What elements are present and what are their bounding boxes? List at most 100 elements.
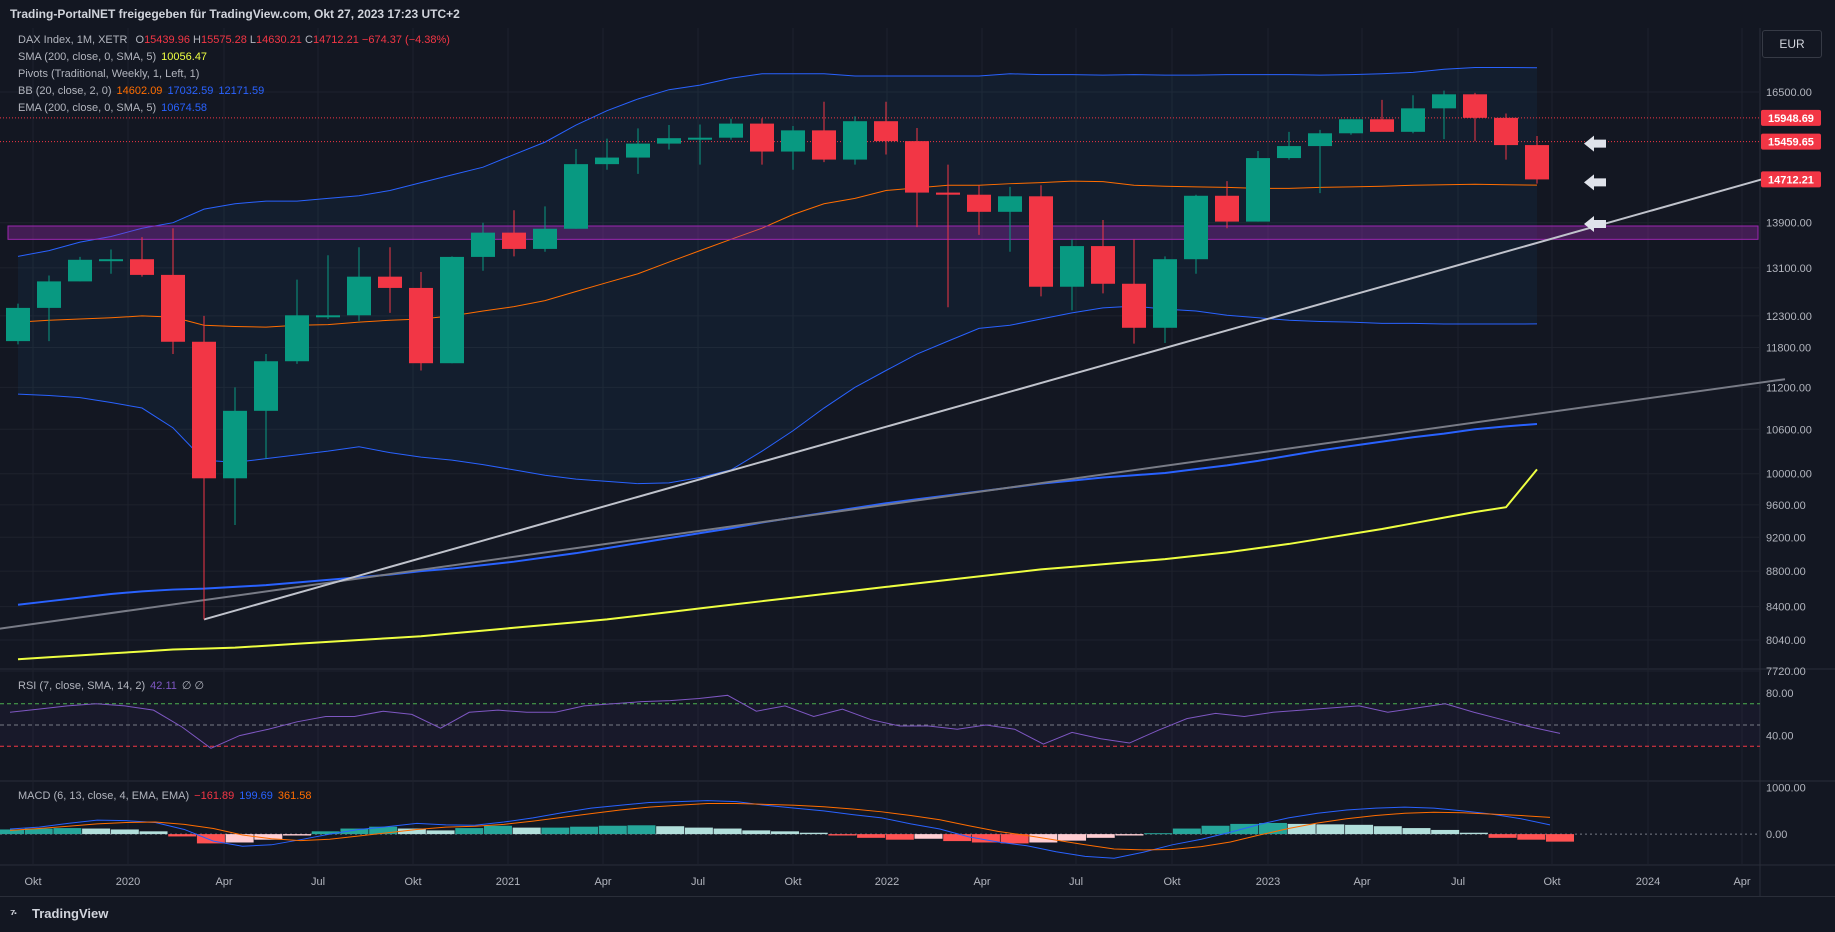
price-axis-label: 13100.00	[1766, 263, 1812, 275]
price-axis-label: 7720.00	[1766, 666, 1806, 678]
legend-sma-label: SMA (200, close, 0, SMA, 5)	[18, 51, 157, 63]
candle-body	[223, 410, 247, 479]
macd-hist-bar	[857, 834, 886, 838]
candle-body	[1401, 108, 1425, 132]
macd-hist-bar	[1431, 829, 1460, 835]
macd-hist-bar	[570, 826, 599, 835]
macd-hist-bar	[598, 825, 627, 835]
chart-title: Trading-PortalNET freigegeben für Tradin…	[10, 7, 460, 21]
macd-hist-bar	[971, 834, 1000, 843]
candle-body	[161, 274, 185, 342]
candle-body	[99, 259, 123, 262]
legend-pivots-row[interactable]: Pivots (Traditional, Weekly, 1, Left, 1)	[18, 68, 199, 80]
macd-hist-bar	[397, 828, 426, 835]
macd-hist-bar	[139, 831, 168, 835]
candle-body	[1060, 246, 1084, 287]
price-axis-label: 8800.00	[1766, 566, 1806, 578]
macd-hist-bar	[541, 827, 570, 835]
macd-hist-bar	[24, 828, 53, 835]
price-axis-label: 10600.00	[1766, 424, 1812, 436]
candle-body	[626, 143, 650, 158]
candle-body	[688, 137, 712, 140]
candle-body	[750, 123, 774, 152]
price-axis-label: 8040.00	[1766, 635, 1806, 647]
price-label-text: 15948.69	[1768, 113, 1814, 125]
time-axis-label: 2024	[1636, 876, 1660, 888]
candle-body	[1494, 117, 1518, 146]
candle-body	[719, 123, 743, 138]
macd-hist-bar	[1258, 822, 1287, 835]
price-axis-label: 13900.00	[1766, 218, 1812, 230]
price-axis-label: 11200.00	[1766, 382, 1811, 394]
time-axis-label: Okt	[404, 876, 421, 888]
time-axis-label: Jul	[691, 876, 705, 888]
macd-hist-bar	[340, 828, 369, 835]
macd-hist-bar	[483, 825, 512, 835]
price-axis-label: 12300.00	[1766, 311, 1812, 323]
macd-hist-bar	[1086, 834, 1115, 838]
candle-body	[1339, 119, 1363, 134]
macd-axis-label: 0.00	[1766, 829, 1787, 841]
candle-body	[998, 196, 1022, 212]
tradingview-logo-icon: ⁷ᐧ	[10, 906, 17, 921]
currency-button[interactable]: EUR	[1762, 30, 1822, 58]
candle-body	[1029, 196, 1053, 287]
time-axis-label: Jul	[1451, 876, 1465, 888]
time-axis-label: Apr	[1353, 876, 1370, 888]
candle-body	[1463, 94, 1487, 118]
legend-bb-row[interactable]: BB (20, close, 2, 0) 14602.09 17032.59 1217…	[18, 85, 264, 97]
macd-hist-bar	[196, 834, 225, 844]
macd-hist-bar	[799, 832, 828, 835]
candle-body	[1308, 133, 1332, 147]
macd-hist-bar	[1201, 825, 1230, 835]
legend-sma-value: 10056.47	[161, 51, 208, 63]
candle-body	[1091, 246, 1115, 284]
macd-hist-bar	[1402, 828, 1431, 835]
macd-hist-bar	[110, 829, 139, 835]
legend-rsi-row[interactable]: RSI (7, close, SMA, 14, 2) 42.11 ∅ ∅	[18, 679, 204, 692]
candle-body	[1153, 259, 1177, 328]
legend-rsi-extra: ∅ ∅	[181, 680, 205, 692]
macd-hist-bar	[771, 831, 799, 835]
price-label-box	[1761, 133, 1821, 150]
legend-symbol-row: DAX Index, 1M, XETR O15439.96 H15575.28 …	[18, 34, 450, 46]
legend-ema-row[interactable]: EMA (200, close, 0, SMA, 5) 10674.58	[18, 102, 207, 114]
time-axis-label: Jul	[311, 876, 325, 888]
candle-body	[564, 164, 588, 229]
macd-hist-bar	[1172, 828, 1201, 835]
candle-body	[1184, 195, 1208, 260]
candle-body	[471, 232, 495, 257]
candle-body	[1215, 195, 1239, 222]
time-axis-label: Apr	[215, 876, 232, 888]
legend-macd-row[interactable]: MACD (6, 13, close, 4, EMA, EMA) −161.89 1…	[18, 790, 312, 802]
rsi-band	[0, 703, 1760, 747]
time-axis-label: Okt	[1163, 876, 1180, 888]
price-label-box	[1761, 171, 1821, 188]
candle-body	[1122, 283, 1146, 328]
macd-hist-bar	[1373, 826, 1402, 835]
legend-rsi-value: 42.11	[150, 680, 177, 692]
macd-hist-bar	[168, 834, 197, 837]
macd-hist-bar	[311, 831, 340, 835]
candle-body	[347, 276, 371, 316]
legend-macd-value: 199.69	[239, 790, 273, 802]
arrow-left-icon	[1584, 135, 1606, 152]
legend-sma-row[interactable]: SMA (200, close, 0, SMA, 5) 10056.47	[18, 51, 207, 63]
footer-bar	[0, 896, 1835, 932]
price-label-box	[1761, 109, 1821, 126]
candle-body	[843, 121, 867, 160]
macd-hist-bar	[1488, 834, 1517, 838]
time-axis-label: Jul	[1069, 876, 1083, 888]
arrow-left-icon	[1584, 174, 1606, 191]
tradingview-logo[interactable]: ⁷ᐧ TradingView	[10, 906, 108, 922]
macd-hist-bar	[1144, 833, 1173, 835]
legend-low: 14630.21	[256, 34, 302, 46]
legend-c-label: C	[305, 34, 313, 46]
candle-body	[812, 130, 836, 160]
legend-bb-label: BB (20, close, 2, 0)	[18, 85, 112, 97]
macd-hist-bar	[512, 827, 541, 835]
legend-h-label: H	[193, 34, 201, 46]
time-axis-label: Okt	[1543, 876, 1560, 888]
candle-body	[1370, 119, 1394, 132]
